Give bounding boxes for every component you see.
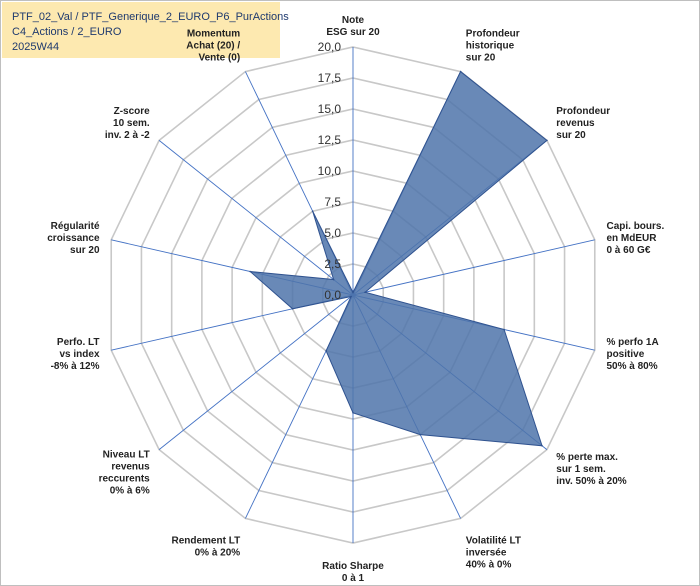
chart-title-line-2: C4_Actions / 2_EURO (12, 26, 122, 38)
spoke-line (158, 140, 354, 296)
axis-label: revenus (111, 462, 150, 473)
axis-label: Vente (0) (199, 53, 241, 64)
spoke-line (158, 294, 354, 450)
series-point (503, 328, 505, 331)
series-point (459, 70, 462, 73)
axis-label: Ratio Sharpe (322, 561, 384, 572)
axis-label: 0 à 60 G€ (606, 245, 650, 256)
axis-label: croissance (47, 233, 100, 244)
chart-title-line-3: 2025W44 (12, 41, 60, 53)
axis-label: Capi. bours. (606, 221, 664, 232)
spoke-line (352, 239, 595, 296)
axis-label: Volatilité LT (466, 535, 521, 546)
axis-label: Régularité (51, 221, 100, 232)
axis-label: vs index (59, 349, 99, 360)
axis-label: 10 sem. (113, 118, 150, 129)
axis-label: Profondeur (556, 106, 610, 117)
axis-label: -8% à 12% (51, 361, 100, 372)
axis-label: en MdEUR (606, 233, 657, 244)
radar-series (248, 70, 548, 447)
axis-label: Z-score (114, 106, 151, 117)
axis-label: historique (466, 41, 515, 52)
tick-label: 15,0 (318, 102, 342, 116)
tick-label: 7,5 (324, 195, 341, 209)
axis-label: Profondeur (466, 29, 520, 40)
axis-label: sur 20 (466, 53, 496, 64)
axis-label: 50% à 80% (606, 361, 657, 372)
axis-label: inversée (466, 547, 507, 558)
tick-label: 2,5 (324, 257, 341, 271)
tick-label: 12,5 (318, 133, 342, 147)
axis-label: 40% à 0% (466, 559, 512, 570)
series-point (311, 210, 314, 213)
series-point (249, 270, 252, 273)
axis-label: % perte max. (556, 452, 618, 463)
axis-label: revenus (556, 118, 595, 129)
series-point (350, 295, 352, 298)
chart-title-line-1: PTF_02_Val / PTF_Generique_2_EURO_P6_Pur… (12, 11, 289, 23)
axis-label: Note (342, 15, 365, 26)
axis-label: sur 1 sem. (556, 464, 606, 475)
series-point (364, 291, 366, 294)
axis-label: ESG sur 20 (326, 27, 380, 38)
series-point (325, 350, 327, 352)
axis-label: sur 20 (70, 245, 100, 256)
tick-label: 10,0 (318, 164, 342, 178)
axis-label: Achat (20) / (186, 41, 240, 52)
radar-tick-labels: 0,0 2,5 5,0 7,5 10,0 12,5 15,0 17,5 20,0 (318, 40, 342, 302)
axis-label: Niveau LT (103, 450, 150, 461)
tick-label: 17,5 (318, 71, 342, 85)
series-point (541, 444, 543, 447)
series-point (352, 412, 354, 414)
series-point (546, 139, 548, 142)
axis-label: positive (606, 349, 644, 360)
tick-label: 0,0 (324, 288, 341, 302)
series-point (419, 433, 422, 436)
series-point (332, 278, 335, 281)
axis-label: Momentum (187, 29, 240, 40)
axis-label: inv. 2 à -2 (105, 130, 150, 141)
axis-label: 0% à 6% (110, 486, 150, 497)
axis-label: 0 à 1 (342, 573, 365, 584)
tick-label: 20,0 (318, 40, 342, 54)
axis-label: sur 20 (556, 130, 586, 141)
axis-label: Perfo. LT (57, 337, 100, 348)
chart-title-box: PTF_02_Val / PTF_Generique_2_EURO_P6_Pur… (2, 2, 289, 58)
series-point (352, 291, 354, 294)
axis-label: 0% à 20% (195, 547, 241, 558)
axis-label: inv. 50% à 20% (556, 476, 627, 487)
series-point (291, 307, 294, 310)
axis-label: reccurents (99, 474, 151, 485)
tick-label: 5,0 (324, 226, 341, 240)
axis-label: Rendement LT (171, 535, 240, 546)
axis-label: % perfo 1A (606, 337, 658, 348)
